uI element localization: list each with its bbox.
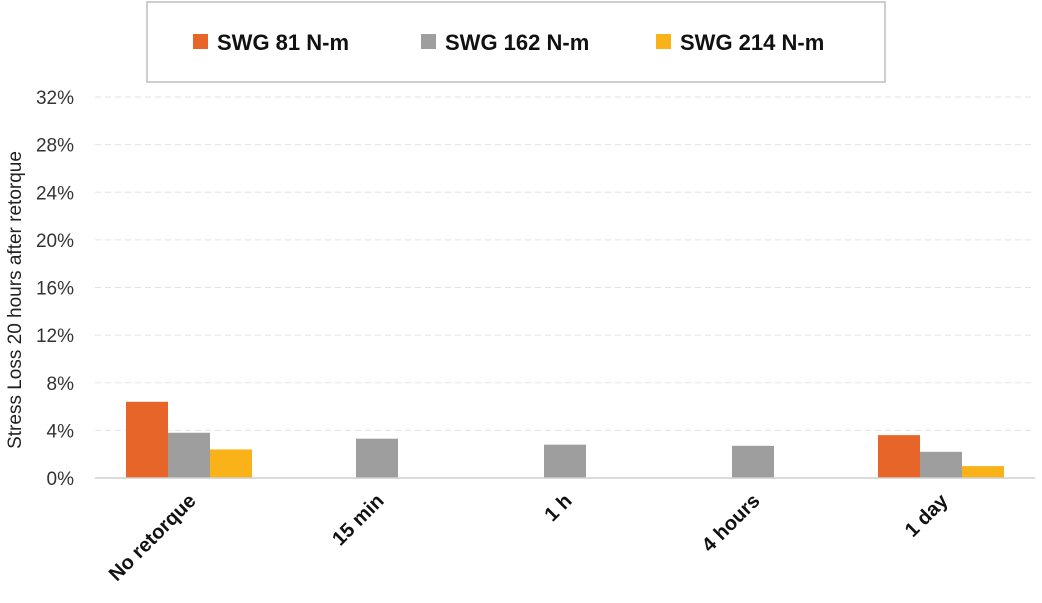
y-axis-ticks: 0% 4% 8% 12% 16% 20% 24% 28% 32% <box>36 88 74 490</box>
bar <box>732 445 774 478</box>
y-tick-label: 16% <box>36 279 74 300</box>
bar <box>544 444 586 478</box>
bars <box>126 401 1004 478</box>
bar <box>878 435 920 478</box>
legend-label: SWG 162 N-m <box>445 30 589 55</box>
legend-box <box>146 1 886 83</box>
y-axis-title: Stress Loss 20 hours after retorque <box>5 151 26 449</box>
legend-label: SWG 214 N-m <box>680 30 824 55</box>
y-tick-label: 28% <box>36 136 74 157</box>
legend-label: SWG 81 N-m <box>217 30 349 55</box>
bar <box>168 432 210 478</box>
bar <box>920 451 962 478</box>
y-tick-label: 8% <box>47 374 75 395</box>
y-tick-label: 12% <box>36 326 74 347</box>
x-category-label: No retorque <box>105 490 201 586</box>
x-category-label: 4 hours <box>698 490 765 557</box>
y-tick-label: 20% <box>36 231 74 252</box>
bar <box>356 438 398 478</box>
legend-swatch <box>421 34 436 49</box>
y-tick-label: 0% <box>47 469 75 490</box>
x-category-label: 15 min <box>328 490 388 550</box>
x-axis-labels: No retorque 15 min 1 h 4 hours 1 day <box>105 489 953 585</box>
legend-item: SWG 162 N-m <box>421 30 589 55</box>
y-tick-label: 4% <box>47 421 75 442</box>
legend-swatch <box>193 34 208 49</box>
legend-swatch <box>656 34 671 49</box>
legend-item: SWG 214 N-m <box>656 30 824 55</box>
y-tick-label: 32% <box>36 88 74 109</box>
gridlines <box>95 96 1035 431</box>
x-category-label: 1 h <box>541 490 577 526</box>
x-category-label: 1 day <box>901 489 953 541</box>
y-tick-label: 24% <box>36 183 74 204</box>
legend-item: SWG 81 N-m <box>193 30 349 55</box>
bar <box>962 466 1004 478</box>
bar <box>126 401 168 478</box>
legend: SWG 81 N-m SWG 162 N-m SWG 214 N-m <box>146 1 886 83</box>
bar <box>210 449 252 478</box>
